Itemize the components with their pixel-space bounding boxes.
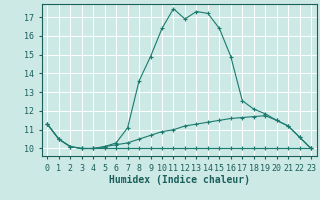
X-axis label: Humidex (Indice chaleur): Humidex (Indice chaleur) — [109, 175, 250, 185]
